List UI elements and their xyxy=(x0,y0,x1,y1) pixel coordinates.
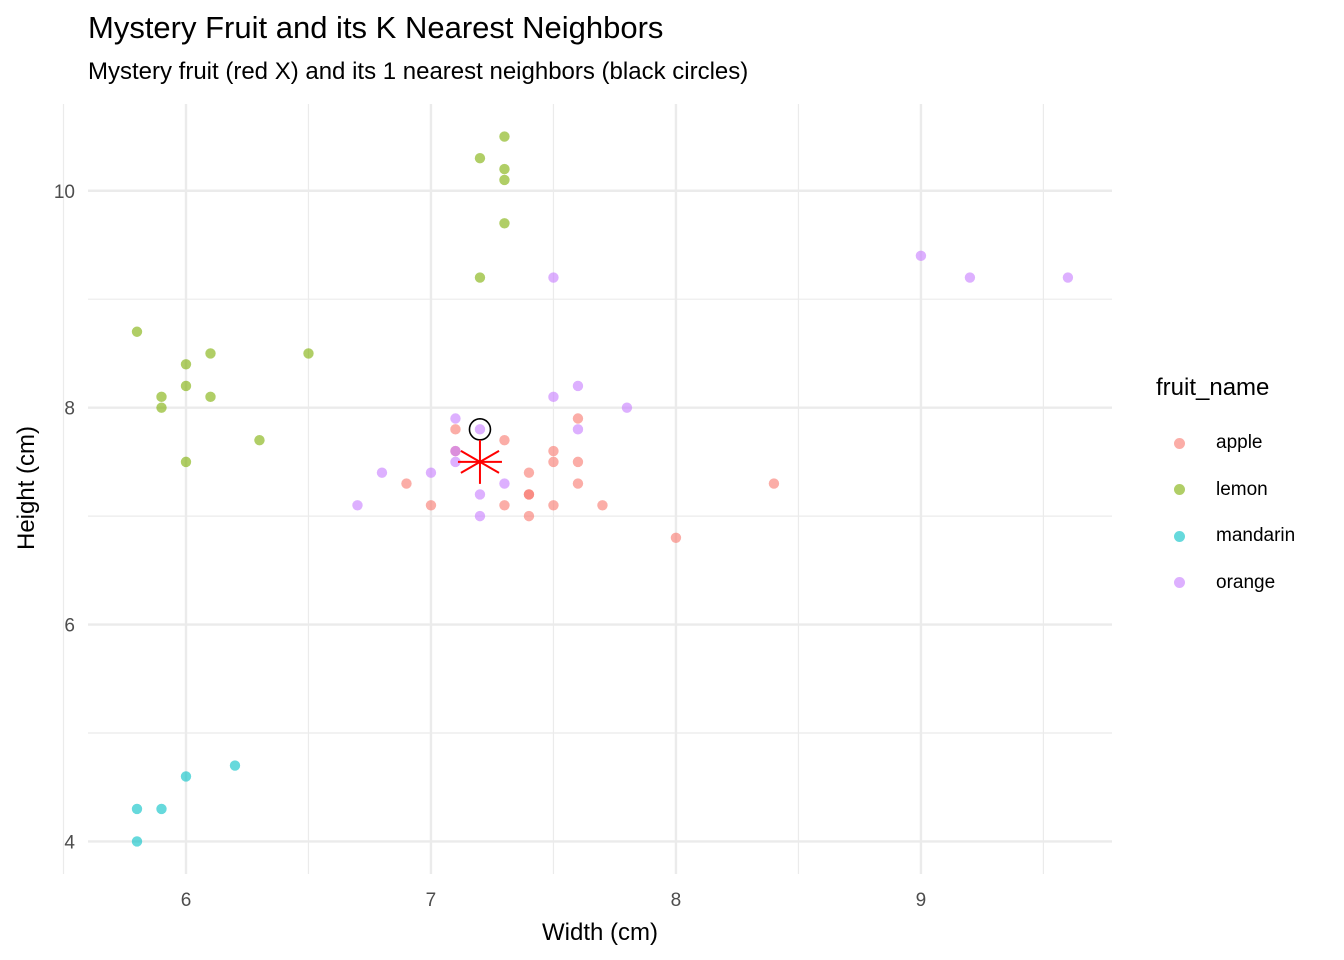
point-orange xyxy=(450,413,461,424)
chart-title: Mystery Fruit and its K Nearest Neighbor… xyxy=(88,10,664,45)
legend-dot-mandarin xyxy=(1173,530,1185,542)
point-orange xyxy=(352,500,363,511)
mystery-marker-stroke xyxy=(460,450,500,474)
point-orange xyxy=(450,456,461,468)
point-orange xyxy=(474,510,486,522)
y-tick-label: 8 xyxy=(64,399,75,420)
point-apple xyxy=(548,500,559,511)
nearest-neighbor-circle xyxy=(468,418,492,441)
point-lemon xyxy=(180,456,192,468)
point-lemon xyxy=(499,218,510,229)
point-apple xyxy=(523,467,535,478)
point-mandarin xyxy=(131,803,143,815)
legend-item-apple: apple xyxy=(1156,420,1295,467)
point-lemon xyxy=(303,348,314,359)
point-apple xyxy=(523,510,535,522)
y-tick-label: 6 xyxy=(64,616,75,637)
legend-item-lemon: lemon xyxy=(1156,467,1295,514)
point-orange xyxy=(964,272,976,283)
legend-items: apple lemon mandarin orange xyxy=(1156,420,1295,606)
point-lemon xyxy=(156,402,167,413)
legend-dot-orange xyxy=(1173,577,1185,589)
point-apple xyxy=(548,445,559,457)
point-lemon xyxy=(254,434,265,446)
point-apple xyxy=(499,500,510,511)
x-tick-label: 7 xyxy=(426,890,437,911)
point-apple xyxy=(523,489,535,500)
point-orange xyxy=(1062,272,1074,283)
point-apple xyxy=(768,478,780,489)
point-lemon xyxy=(205,348,216,359)
point-orange xyxy=(915,250,927,262)
point-mandarin xyxy=(180,771,192,782)
point-orange xyxy=(572,380,584,392)
legend-key xyxy=(1168,432,1190,454)
mystery-fruit-marker xyxy=(457,439,502,484)
point-mandarin xyxy=(156,803,167,815)
legend-label: apple xyxy=(1216,432,1263,454)
point-orange xyxy=(621,402,633,413)
legend-title: fruit_name xyxy=(1156,374,1270,401)
legend-dot-lemon xyxy=(1173,484,1185,496)
point-orange xyxy=(548,272,559,283)
legend-label: orange xyxy=(1216,571,1276,593)
legend-label: lemon xyxy=(1216,478,1268,500)
point-apple xyxy=(572,456,584,468)
data-points xyxy=(131,131,1074,847)
x-axis-title: Width (cm) xyxy=(542,919,658,946)
point-orange xyxy=(499,478,510,489)
legend-key xyxy=(1168,572,1190,594)
chart-subtitle: Mystery fruit (red X) and its 1 nearest … xyxy=(88,58,749,85)
point-lemon xyxy=(180,380,192,392)
point-apple xyxy=(401,478,412,489)
point-apple xyxy=(597,500,608,511)
legend-dot-apple xyxy=(1173,437,1185,449)
y-axis-title: Height (cm) xyxy=(13,426,40,550)
x-tick-label: 8 xyxy=(671,890,682,911)
legend-label: mandarin xyxy=(1216,525,1296,547)
y-tick-label: 4 xyxy=(64,832,75,853)
legend-key xyxy=(1168,479,1190,501)
point-orange xyxy=(548,391,559,403)
x-tick-label: 9 xyxy=(916,890,927,911)
point-lemon xyxy=(131,326,143,337)
point-apple xyxy=(572,413,584,424)
point-orange xyxy=(450,445,461,457)
point-lemon xyxy=(474,153,486,164)
point-orange xyxy=(425,467,437,478)
point-apple xyxy=(450,424,461,435)
point-lemon xyxy=(499,174,510,186)
point-lemon xyxy=(205,391,216,403)
legend-key xyxy=(1168,525,1190,547)
point-mandarin xyxy=(229,760,241,771)
point-orange xyxy=(572,424,584,435)
legend-item-mandarin: mandarin xyxy=(1156,513,1295,560)
legend-item-orange: orange xyxy=(1156,560,1295,607)
point-mandarin xyxy=(131,836,143,847)
point-lemon xyxy=(499,163,510,175)
minor-gridlines xyxy=(62,104,1112,874)
point-orange xyxy=(474,489,486,500)
x-tick-label: 6 xyxy=(181,890,192,911)
y-tick-label: 10 xyxy=(54,182,75,203)
legend: fruit_name apple lemon mandarin orange xyxy=(1156,374,1295,606)
point-apple xyxy=(499,434,510,446)
point-lemon xyxy=(499,131,510,142)
point-apple xyxy=(425,500,437,511)
point-orange xyxy=(474,424,486,435)
point-apple xyxy=(572,478,584,489)
point-lemon xyxy=(474,272,486,283)
point-apple xyxy=(670,532,682,544)
tick-labels: 6 7 8 9 4 6 8 10 xyxy=(54,182,926,911)
mystery-overlay xyxy=(457,418,502,484)
point-apple xyxy=(548,456,559,468)
point-lemon xyxy=(156,391,167,403)
major-gridlines xyxy=(88,104,1112,874)
point-orange xyxy=(376,467,388,478)
point-lemon xyxy=(180,359,192,370)
